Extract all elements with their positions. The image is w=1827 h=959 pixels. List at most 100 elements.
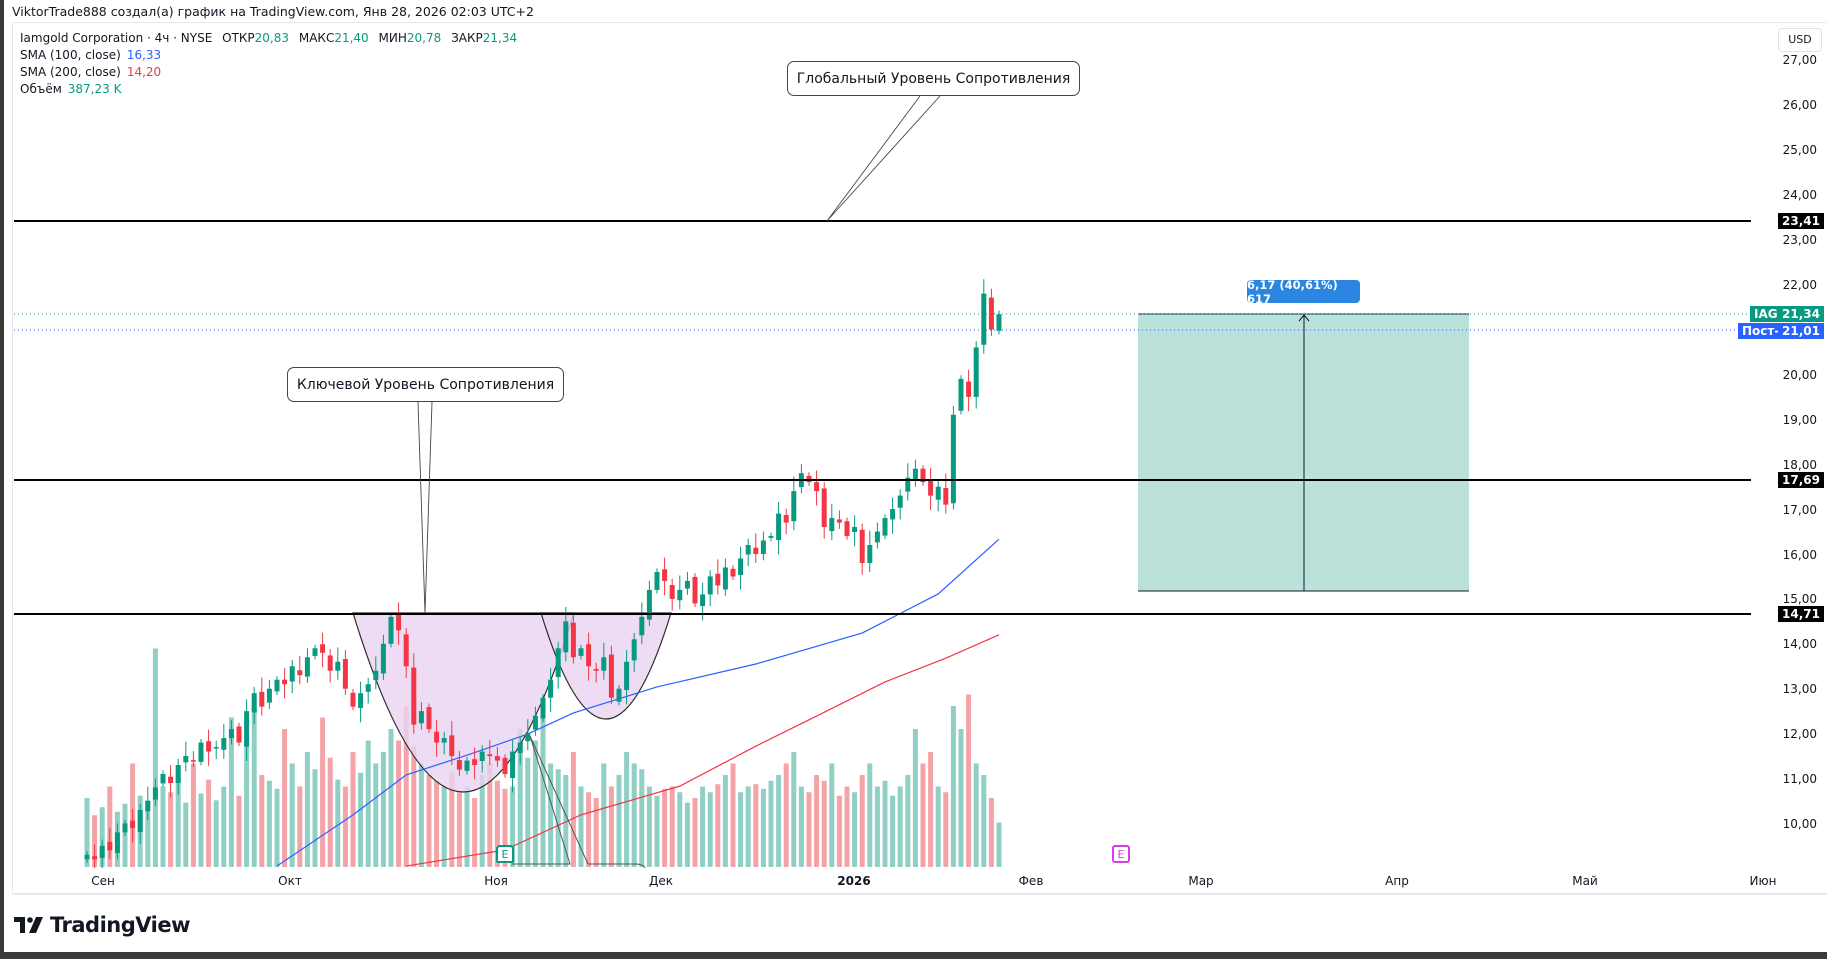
time-label: Фев <box>1018 874 1044 888</box>
volume-bar <box>890 795 896 867</box>
upcoming-earnings-marker-icon[interactable]: E <box>1112 845 1130 863</box>
measure-arrow-head-icon <box>1298 314 1310 322</box>
volume-bar <box>700 786 706 867</box>
candle-up <box>122 823 128 833</box>
price-tick: 25,00 <box>1782 143 1817 157</box>
divider <box>14 894 1827 895</box>
candle-up <box>639 616 645 636</box>
candle-down <box>426 707 432 730</box>
post-market-label: Пост- <box>1738 323 1784 339</box>
volume-bar <box>859 775 865 867</box>
candle-up <box>358 693 364 709</box>
volume-bar <box>517 729 523 867</box>
volume-bar <box>434 780 440 867</box>
volume-bar <box>905 775 911 867</box>
volume-bar <box>586 792 592 867</box>
sma100-label: SMA (100, close) <box>20 48 121 62</box>
volume-bar <box>396 740 402 867</box>
volume-bar <box>852 792 858 867</box>
sma100-line[interactable] <box>276 538 1000 867</box>
candle-up <box>160 774 166 784</box>
volume-label: Объём <box>20 82 62 96</box>
candle-down <box>593 668 599 671</box>
level-badge: 17,69 <box>1778 472 1824 488</box>
price-tick: 10,00 <box>1782 817 1817 831</box>
open-value: 20,83 <box>254 31 290 45</box>
candle-down <box>130 820 136 828</box>
legend-volume-row[interactable]: Объём 387,23 K <box>20 81 517 98</box>
measure-label[interactable]: 6,17 (40,61%) 617 <box>1247 278 1360 306</box>
sma200-line[interactable] <box>406 634 1000 867</box>
candle-down <box>692 576 698 604</box>
volume-bar <box>297 786 303 867</box>
volume-bar <box>380 752 386 867</box>
currency-button[interactable]: USD <box>1778 28 1822 52</box>
tradingview-logo[interactable]: TradingView <box>14 913 190 937</box>
candle-up <box>874 531 880 543</box>
brand-name: TradingView <box>50 913 190 937</box>
volume-bar <box>776 775 782 867</box>
global-resistance-callout[interactable]: Глобальный Уровень Сопротивления <box>787 61 1080 96</box>
candle-up <box>935 486 941 500</box>
price-tick: 19,00 <box>1782 413 1817 427</box>
time-label: Май <box>1572 874 1598 888</box>
volume-bar <box>935 786 941 867</box>
window-edge <box>0 0 4 959</box>
price-tick: 26,00 <box>1782 98 1817 112</box>
candle-down <box>966 381 972 397</box>
candle-up <box>99 845 105 858</box>
volume-bar <box>753 784 759 867</box>
candle-up <box>578 648 584 656</box>
legend-sma200-row[interactable]: SMA (200, close) 14,20 <box>20 64 517 81</box>
legend-symbol-row[interactable]: Iamgold Corporation · 4ч · NYSE ОТКР20,8… <box>20 30 517 47</box>
volume-bar <box>327 757 333 867</box>
time-label: Апр <box>1385 874 1409 888</box>
volume-bar <box>206 779 212 867</box>
candle-up <box>84 854 90 860</box>
volume-bar <box>494 780 500 867</box>
legend-sma100-row[interactable]: SMA (100, close) 16,33 <box>20 47 517 64</box>
volume-bar <box>738 792 744 867</box>
time-label: Июн <box>1749 874 1777 888</box>
candle-down <box>715 573 721 586</box>
candle-down <box>988 297 994 330</box>
candle-up <box>722 567 728 590</box>
candle-up <box>973 347 979 397</box>
candle-down <box>411 667 417 725</box>
key-resistance-callout[interactable]: Ключевой Уровень Сопротивления <box>287 367 564 402</box>
volume-bar <box>806 792 812 867</box>
symbol-title: Iamgold Corporation · 4ч · NYSE <box>20 31 213 45</box>
price-tick: 22,00 <box>1782 278 1817 292</box>
candle-down <box>168 776 174 783</box>
candle-up <box>738 558 744 576</box>
candle-down <box>669 584 675 599</box>
candle-up <box>213 747 219 749</box>
candle-down <box>327 655 333 671</box>
key-callout-pointer <box>417 401 433 614</box>
level-badge: 14,71 <box>1778 606 1824 622</box>
volume-bar <box>183 802 189 867</box>
volume-bar <box>654 795 660 867</box>
volume-bar <box>502 788 508 867</box>
candle-down <box>282 679 288 685</box>
volume-bar <box>510 786 516 867</box>
candle-up <box>183 756 189 763</box>
candle-down <box>920 468 926 483</box>
volume-bar <box>472 798 478 867</box>
volume-bar <box>745 786 751 867</box>
candle-down <box>396 614 402 631</box>
earnings-marker-icon[interactable]: E <box>496 845 514 863</box>
candle-up <box>525 733 531 742</box>
candle-down <box>570 622 576 658</box>
symbol-badge: IAG <box>1750 306 1782 322</box>
candle-up <box>882 518 888 536</box>
candle-up <box>380 643 386 674</box>
volume-bar <box>228 717 234 867</box>
time-label: Ноя <box>484 874 508 888</box>
volume-bar <box>988 798 994 867</box>
candle-down <box>472 759 478 766</box>
volume-bar <box>821 780 827 867</box>
volume-bar <box>783 763 789 867</box>
volume-bar <box>722 775 728 867</box>
